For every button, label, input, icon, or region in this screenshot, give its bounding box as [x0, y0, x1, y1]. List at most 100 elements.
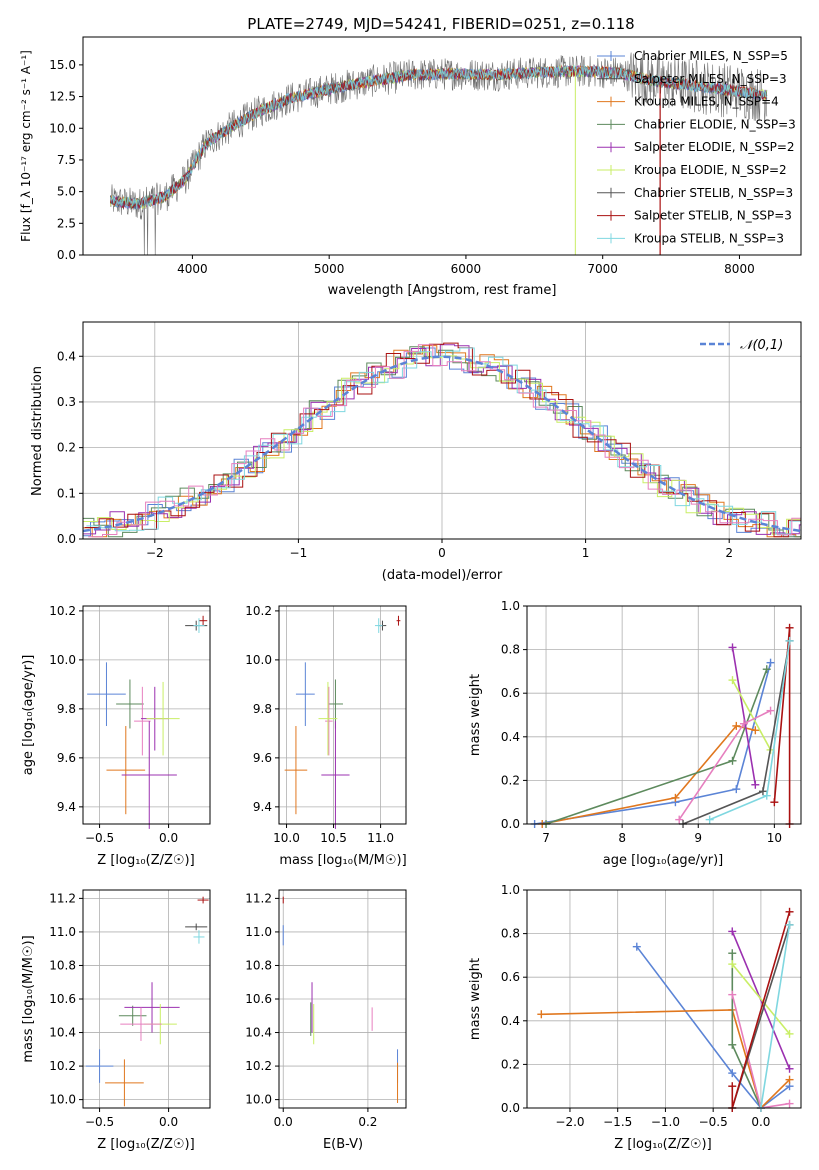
x-tick-label: 0.2: [358, 1115, 377, 1129]
residuals-ylabel: Normed distribution: [30, 366, 45, 496]
x-tick-label: −0.5: [699, 1115, 728, 1129]
x-tick-label: 10: [767, 831, 782, 845]
residuals-legend: 𝒩(0,1): [700, 338, 783, 353]
normal-legend-label: 𝒩(0,1): [740, 338, 783, 353]
y-tick-label: 0.3: [57, 395, 76, 409]
x-tick-label: 9: [694, 831, 702, 845]
y-tick-label: 9.8: [253, 702, 272, 716]
y-tick-label: 10.6: [245, 992, 272, 1006]
y-tick-label: 11.0: [49, 925, 76, 939]
y-tick-label: 10.2: [49, 1059, 76, 1073]
massweight-vs-Z-frame: [526, 889, 802, 1109]
spectrum-ylabel: Flux [f_λ 10⁻¹⁷ erg cm⁻² s⁻¹ A⁻¹]: [19, 50, 33, 242]
x-tick-label: −2.0: [555, 1115, 584, 1129]
mass-vs-Z-frame: [82, 889, 211, 1109]
x-tick-label: 10.0: [273, 831, 300, 845]
x-tick-label: −1.5: [603, 1115, 632, 1129]
x-tick-label: 0.0: [159, 831, 178, 845]
massweight-vs-age-xlabel: age [log₁₀(age/yr)]: [603, 853, 724, 868]
y-tick-label: 9.6: [253, 751, 272, 765]
x-tick-label: 2: [725, 546, 733, 560]
y-tick-label: 10.6: [49, 992, 76, 1006]
histogram-kroupa_miles: [83, 345, 801, 538]
y-tick-label: 0.2: [501, 1057, 520, 1071]
spectrum-data-line: [110, 52, 768, 255]
y-tick-label: 10.0: [49, 653, 76, 667]
legend-label-salpeter_elodie: Salpeter ELODIE, N_SSP=2: [634, 140, 795, 154]
spectrum-panel: PLATE=2749, MJD=54241, FIBERID=0251, z=0…: [19, 15, 802, 298]
legend-label-kroupa_elodie: Kroupa ELODIE, N_SSP=2: [634, 163, 787, 177]
x-tick-label: 0: [438, 546, 446, 560]
age-vs-mass-frame: [278, 605, 407, 825]
series-chabrier_miles: [636, 946, 790, 1110]
x-tick-label: 10.5: [320, 831, 347, 845]
y-tick-label: 0.1: [57, 486, 76, 500]
spectrum-lines: [110, 52, 768, 255]
legend-label-kroupa_miles: Kroupa MILES, N_SSP=4: [634, 95, 779, 109]
normal-curve: [82, 355, 802, 533]
x-tick-label: 7000: [587, 262, 618, 276]
y-tick-label: 10.2: [245, 1059, 272, 1073]
age-vs-Z-xlabel: Z [log₁₀(Z/Z☉)]: [97, 853, 194, 868]
legend-label-chabrier_miles: Chabrier MILES, N_SSP=5: [634, 49, 788, 63]
y-tick-label: 0.0: [57, 248, 76, 262]
mass-vs-ebv-xlabel: E(B-V): [323, 1137, 363, 1152]
histogram-salpeter_elodie: [83, 344, 801, 535]
y-tick-label: 9.6: [57, 751, 76, 765]
x-tick-label: 6000: [451, 262, 482, 276]
x-tick-label: 0.0: [159, 1115, 178, 1129]
residuals-panel: −2 −1 0 1 2 0.0 0.1 0.2 0.3 0.4 (data-model)/erro…: [30, 321, 802, 583]
y-tick-label: 0.2: [57, 441, 76, 455]
spectrum-title: PLATE=2749, MJD=54241, FIBERID=0251, z=0…: [247, 15, 634, 33]
massweight-vs-Z-ylabel: mass weight: [468, 958, 483, 1040]
y-tick-label: 5.0: [57, 185, 76, 199]
y-tick-label: 0.8: [501, 643, 520, 657]
massweight-vs-age-frame: [526, 605, 802, 825]
series-kroupa_miles: [542, 725, 756, 825]
massweight-vs-Z-panel: −2.0 −1.5 −1.0 −0.5 0.0 0.0 0.2 0.4 0.6 0.8 1.0 Z …: [468, 883, 802, 1152]
y-tick-label: 0.0: [501, 1101, 520, 1115]
y-tick-label: 1.0: [501, 883, 520, 897]
histogram-pink: [88, 344, 801, 538]
spectrum-model-kroupa_stelib: [110, 64, 768, 210]
series-kroupa_stelib: [760, 924, 791, 1109]
y-tick-label: 0.2: [501, 773, 520, 787]
mass-vs-ebv-frame: [278, 889, 407, 1109]
y-tick-label: 10.2: [245, 604, 272, 618]
y-tick-label: 10.8: [245, 958, 272, 972]
y-tick-label: 0.4: [57, 349, 76, 363]
y-tick-label: 7.5: [57, 153, 76, 167]
y-tick-label: 0.8: [501, 927, 520, 941]
y-tick-label: 0.6: [501, 970, 520, 984]
y-tick-label: 11.2: [245, 891, 272, 905]
y-tick-label: 9.4: [253, 800, 272, 814]
age-vs-Z-panel: −0.5 0.0 9.4 9.6 9.8 10.0 10.2 Z [log₁₀(Z/Z☉)]…: [21, 604, 211, 868]
y-tick-label: 15.0: [49, 58, 76, 72]
x-tick-label: 0.0: [751, 1115, 770, 1129]
x-tick-label: 8: [618, 831, 626, 845]
legend-label-kroupa_stelib: Kroupa STELIB, N_SSP=3: [634, 231, 784, 245]
massweight-vs-age-ylabel: mass weight: [468, 674, 483, 756]
y-tick-label: 10.0: [245, 653, 272, 667]
x-tick-label: −2: [146, 546, 164, 560]
x-tick-label: 8000: [724, 262, 755, 276]
spectrum-frame: [82, 36, 802, 256]
y-tick-label: 12.5: [49, 90, 76, 104]
y-tick-label: 0.4: [501, 730, 520, 744]
x-tick-label: −0.5: [85, 831, 114, 845]
legend-label-salpeter_miles: Salpeter MILES, N_SSP=3: [634, 72, 787, 86]
series-chabrier_miles: [534, 662, 772, 825]
legend-label-chabrier_elodie: Chabrier ELODIE, N_SSP=3: [634, 117, 796, 131]
mass-vs-Z-xlabel: Z [log₁₀(Z/Z☉)]: [97, 1137, 194, 1152]
y-tick-label: 0.0: [57, 532, 76, 546]
y-tick-label: 11.0: [245, 925, 272, 939]
age-vs-Z-ylabel: age [log₁₀(age/yr)]: [21, 655, 36, 776]
y-tick-label: 10.0: [245, 1093, 272, 1107]
spectrum-model-chabrier_stelib: [110, 65, 768, 210]
legend-label-chabrier_stelib: Chabrier STELIB, N_SSP=3: [634, 186, 793, 200]
x-tick-label: 11.0: [367, 831, 394, 845]
y-tick-label: 1.0: [501, 599, 520, 613]
series-salpeter_elodie: [731, 647, 757, 785]
x-tick-label: −0.5: [85, 1115, 114, 1129]
